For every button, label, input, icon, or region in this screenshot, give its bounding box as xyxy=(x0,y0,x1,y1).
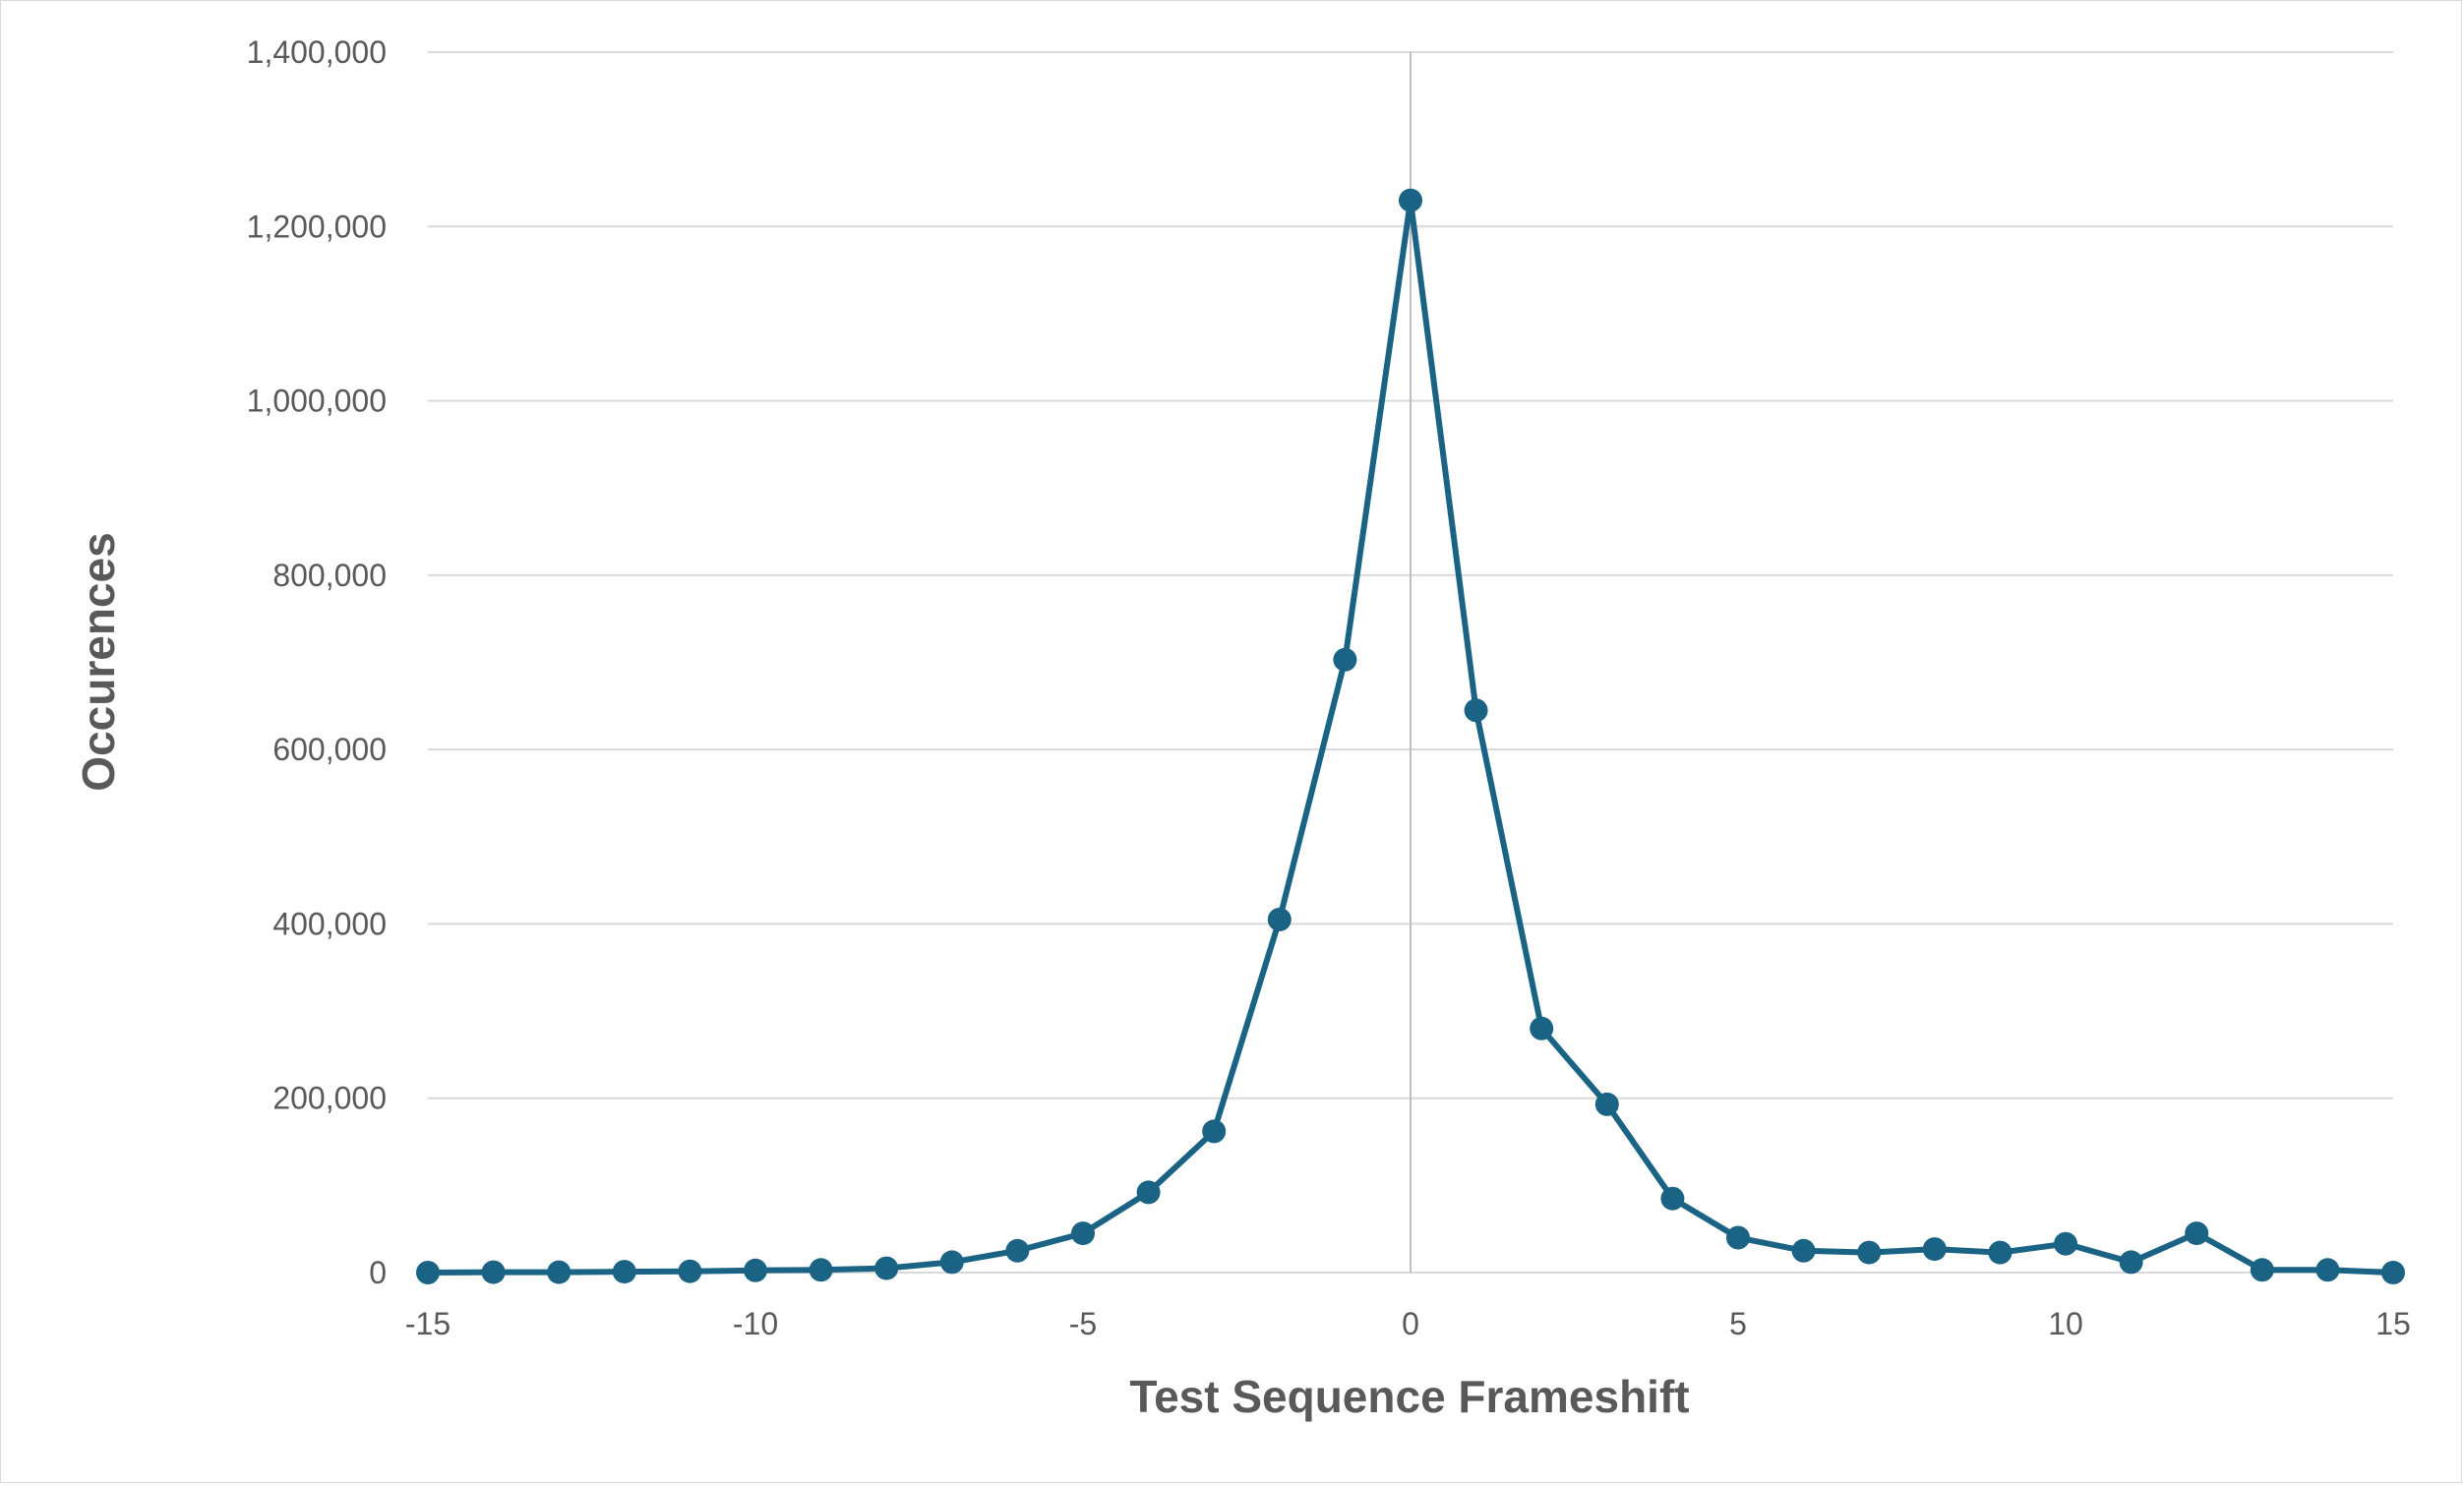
data-point xyxy=(1988,1240,2013,1265)
data-point xyxy=(1726,1225,1750,1250)
data-point xyxy=(1005,1238,1030,1263)
data-point xyxy=(2381,1261,2405,1284)
data-point xyxy=(1530,1016,1554,1040)
data-point xyxy=(2119,1250,2143,1275)
data-point xyxy=(874,1256,899,1280)
data-point xyxy=(2315,1258,2340,1282)
data-point xyxy=(1594,1092,1619,1116)
x-tick-label: 5 xyxy=(1729,1306,1747,1341)
data-point xyxy=(612,1260,636,1284)
x-tick-label: 15 xyxy=(2375,1306,2411,1341)
y-tick-label: 600,000 xyxy=(272,732,387,767)
y-tick-label: 800,000 xyxy=(272,558,387,593)
data-point xyxy=(1202,1119,1227,1144)
y-axis-title: Occurences xyxy=(73,532,124,791)
data-point xyxy=(1922,1237,1947,1262)
y-tick-label: 0 xyxy=(369,1255,387,1290)
data-point xyxy=(1136,1180,1161,1205)
x-tick-label: -5 xyxy=(1069,1306,1097,1341)
data-point xyxy=(1333,647,1357,672)
data-point xyxy=(1791,1238,1816,1263)
data-point xyxy=(547,1260,571,1284)
data-point xyxy=(2185,1221,2209,1246)
x-axis-title: Test Sequence Frameshift xyxy=(1129,1371,1689,1422)
y-tick-label: 400,000 xyxy=(272,906,387,941)
y-tick-label: 200,000 xyxy=(272,1081,387,1116)
x-tick-label: 0 xyxy=(1402,1306,1419,1341)
data-point xyxy=(1464,698,1488,723)
tick-labels: 0 200,000 400,000 600,000 800,000 1,000,000 1,… xyxy=(247,34,2411,1341)
data-point xyxy=(2054,1231,2077,1256)
data-point xyxy=(416,1261,440,1284)
data-point xyxy=(1399,188,1422,212)
x-tick-label: -15 xyxy=(405,1306,451,1341)
x-tick-label: -10 xyxy=(733,1306,778,1341)
x-tick-label: 10 xyxy=(2048,1306,2083,1341)
data-point xyxy=(678,1259,702,1283)
series xyxy=(416,188,2405,1284)
y-tick-label: 1,200,000 xyxy=(247,208,387,244)
data-point xyxy=(744,1258,767,1282)
data-point xyxy=(1267,908,1292,931)
data-point xyxy=(1071,1221,1095,1246)
data-point xyxy=(2250,1258,2274,1282)
data-point xyxy=(481,1260,506,1284)
data-point xyxy=(939,1250,964,1275)
data-point xyxy=(1660,1186,1685,1211)
y-tick-label: 1,400,000 xyxy=(247,34,387,70)
data-point xyxy=(1857,1240,1882,1265)
data-point xyxy=(809,1258,833,1282)
y-tick-label: 1,000,000 xyxy=(247,384,387,419)
